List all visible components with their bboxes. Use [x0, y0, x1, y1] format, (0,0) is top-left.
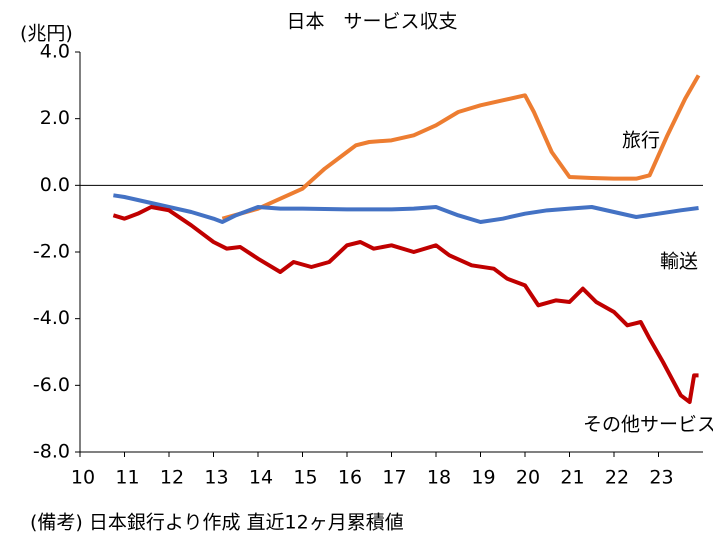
- series-label: 輸送: [660, 251, 698, 273]
- x-tick-label: 14: [249, 467, 273, 489]
- x-tick-label: 12: [160, 467, 184, 489]
- y-tick-label: -2.0: [33, 241, 70, 263]
- x-tick-label: 10: [71, 467, 95, 489]
- y-tick-label: 4.0: [40, 41, 70, 63]
- y-tick-label: -8.0: [33, 441, 70, 463]
- x-tick-label: 21: [560, 467, 584, 489]
- y-tick-label: 2.0: [40, 107, 70, 129]
- series-label: 旅行: [622, 130, 660, 152]
- x-tick-label: 13: [204, 467, 228, 489]
- series-line: [112, 205, 699, 404]
- y-tick-label: -6.0: [33, 374, 70, 396]
- y-tick-label: -4.0: [33, 307, 70, 329]
- x-tick-label: 19: [471, 467, 495, 489]
- series-line: [113, 193, 699, 224]
- series-label: その他サービス: [583, 414, 713, 436]
- x-tick-label: 23: [649, 467, 673, 489]
- x-tick-label: 18: [427, 467, 451, 489]
- x-tick-label: 15: [293, 467, 317, 489]
- x-tick-label: 22: [605, 467, 629, 489]
- x-tick-label: 20: [516, 467, 540, 489]
- x-tick-label: 17: [382, 467, 406, 489]
- series-line: [221, 74, 701, 221]
- y-tick-label: 0.0: [40, 174, 70, 196]
- chart-title: 日本 サービス収支: [286, 11, 457, 33]
- note: (備考) 日本銀行より作成 直近12ヶ月累積値: [30, 512, 404, 534]
- x-tick-label: 11: [115, 467, 139, 489]
- x-tick-label: 16: [338, 467, 362, 489]
- y-axis-label: (兆円): [20, 23, 73, 45]
